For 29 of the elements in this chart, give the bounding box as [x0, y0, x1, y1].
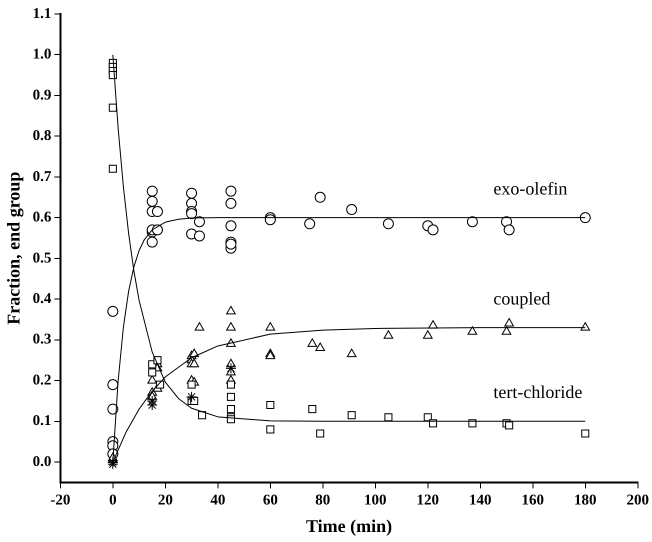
y-tick-label: 0.1	[32, 413, 52, 430]
x-tick-label: 60	[262, 492, 278, 508]
y-tick-label: 1.1	[32, 6, 52, 22]
annotation: coupled	[493, 288, 550, 308]
y-axis-title: Fraction, end group	[3, 172, 24, 325]
y-tick-label: 0.7	[32, 168, 52, 185]
x-tick-label: 0	[109, 492, 117, 508]
y-tick-label: 0.8	[32, 128, 52, 144]
x-tick-label: -20	[50, 492, 70, 508]
y-tick-label: 0.6	[32, 210, 52, 226]
x-tick-label: 180	[574, 492, 597, 508]
x-tick-label: 40	[210, 492, 226, 508]
annotation: exo-olefin	[493, 178, 568, 198]
x-tick-label: 20	[158, 492, 173, 508]
x-axis-title: Time (min)	[306, 516, 392, 536]
y-tick-label: 0.5	[32, 250, 52, 266]
y-tick-label: 0.9	[32, 87, 52, 104]
y-tick-label: 0.3	[32, 332, 52, 348]
y-tick-label: 0.4	[32, 290, 52, 307]
annotation: tert-chloride	[493, 382, 582, 402]
x-tick-label: 120	[416, 492, 440, 508]
x-tick-label: 80	[315, 492, 330, 508]
x-tick-label: 160	[522, 492, 544, 508]
y-tick-label: 0.2	[32, 372, 52, 388]
x-tick-label: 100	[364, 492, 387, 508]
y-tick-label: 0.0	[32, 454, 52, 470]
y-tick-label: 1.0	[32, 46, 52, 63]
x-tick-label: 200	[626, 492, 649, 508]
x-tick-label: 140	[469, 492, 492, 508]
